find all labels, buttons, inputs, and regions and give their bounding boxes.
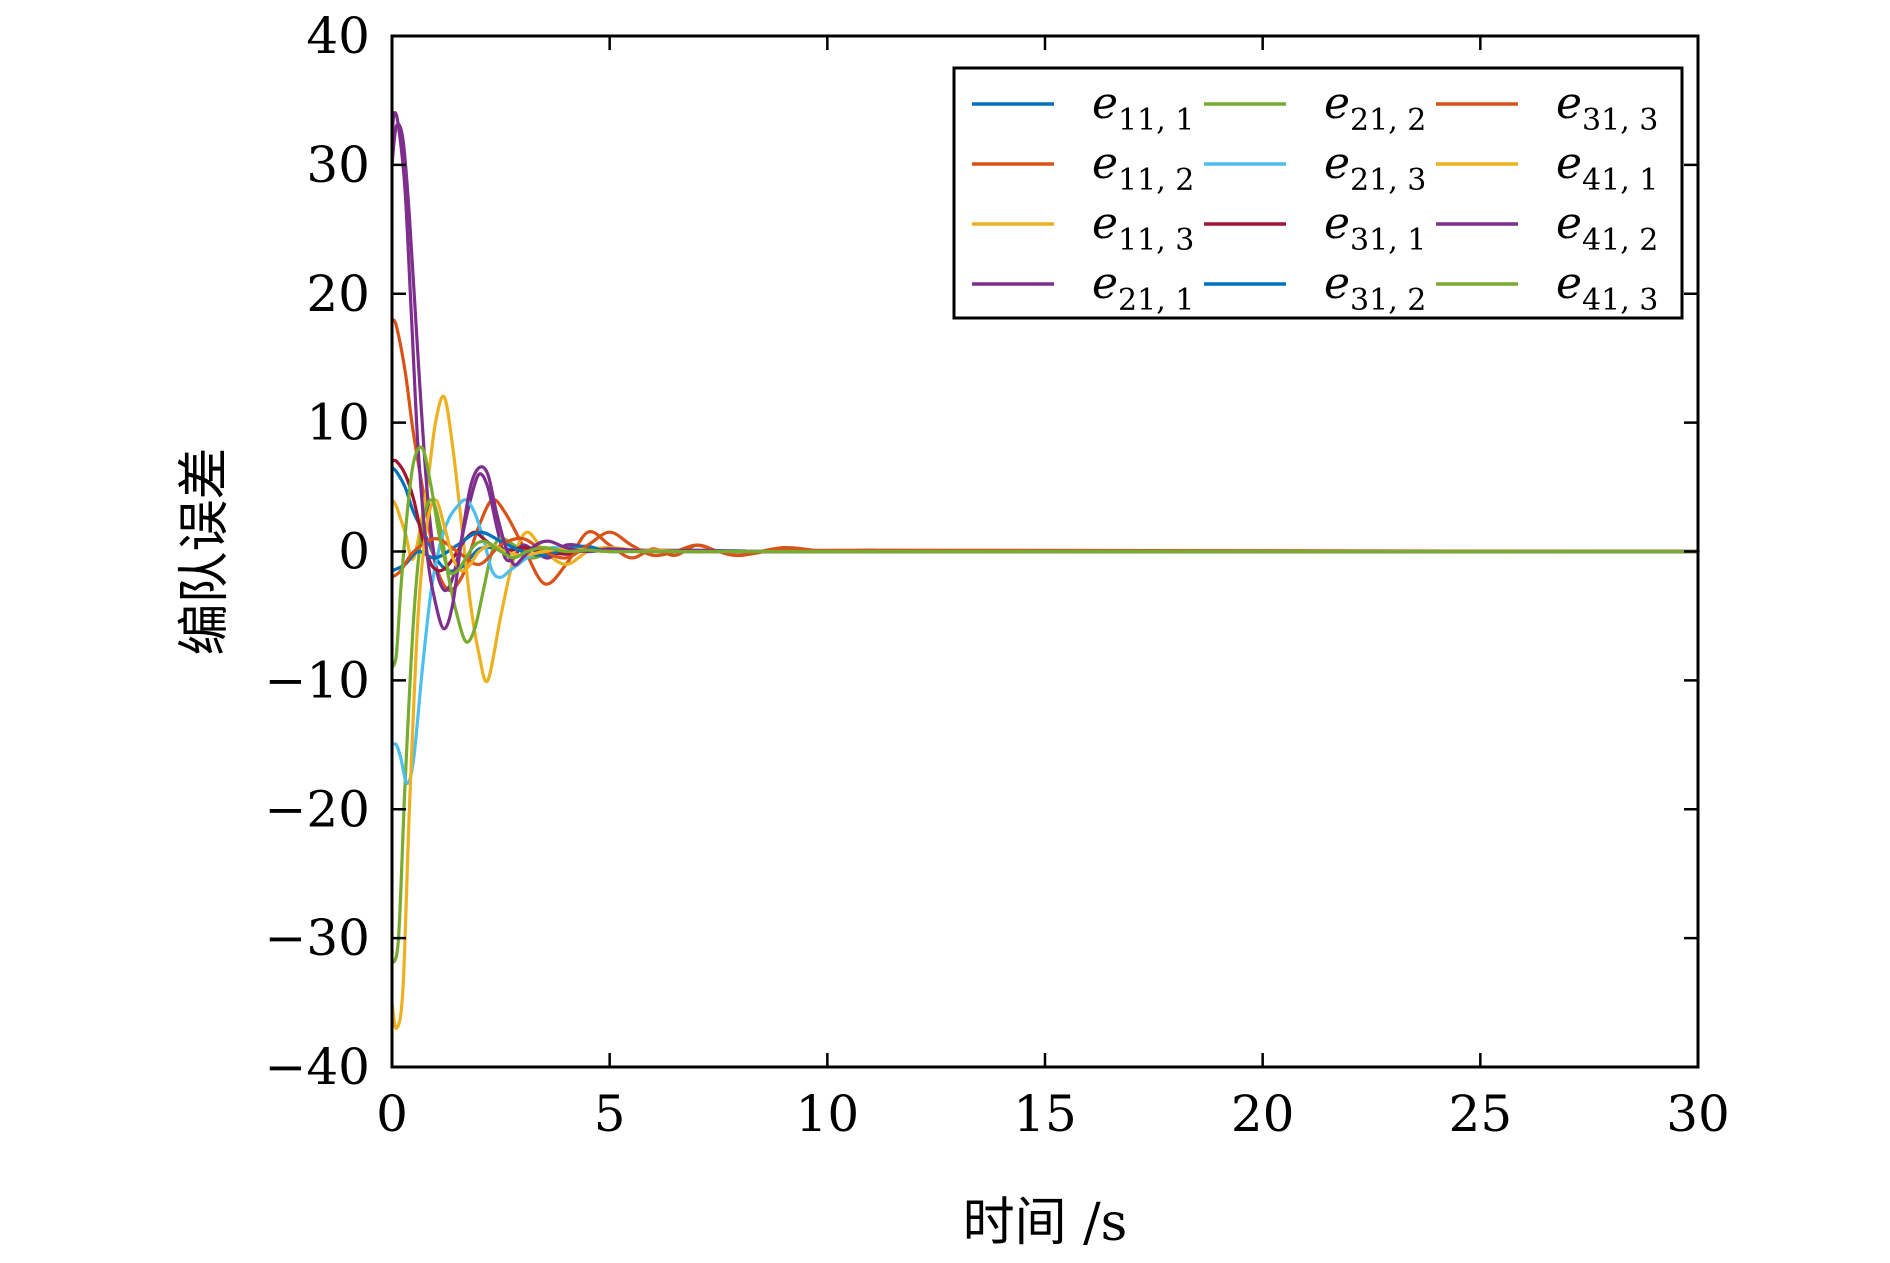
legend-entry: e21, 3 (1204, 138, 1426, 198)
legend-entry: e41, 3 (1436, 258, 1658, 318)
legend-entry: e31, 3 (1436, 78, 1658, 138)
legend-label-base: e (1092, 198, 1118, 249)
y-tick-label: 10 (306, 394, 370, 452)
legend-entry: e11, 2 (972, 138, 1194, 198)
x-axis-label: 时间 /s (963, 1193, 1128, 1253)
legend-label-base: e (1556, 78, 1582, 129)
legend-label-subscript: 21, 1 (1118, 283, 1194, 318)
legend-label: e21, 1 (1092, 258, 1194, 318)
legend-label-base: e (1092, 138, 1118, 189)
legend-entry: e21, 1 (972, 258, 1194, 318)
legend-label-subscript: 31, 1 (1350, 223, 1426, 258)
y-tick-label: −40 (264, 1038, 370, 1096)
y-tick-label: 30 (306, 136, 370, 194)
x-tick-label: 25 (1449, 1085, 1513, 1143)
series-layer (390, 111, 1700, 1030)
legend-label-subscript: 41, 1 (1582, 163, 1658, 198)
x-tick-label: 5 (594, 1085, 626, 1143)
legend-label-subscript: 21, 2 (1350, 103, 1426, 138)
legend-label-base: e (1556, 198, 1582, 249)
x-tick-label: 15 (1013, 1085, 1077, 1143)
legend-label: e31, 2 (1324, 258, 1426, 318)
legend-entry: e11, 1 (972, 78, 1194, 138)
legend-label-subscript: 41, 2 (1582, 223, 1658, 258)
legend-label: e21, 2 (1324, 78, 1426, 138)
legend-label-subscript: 31, 2 (1350, 283, 1426, 318)
legend-label: e21, 3 (1324, 138, 1426, 198)
y-tick-label: 20 (306, 265, 370, 323)
legend-entry: e11, 3 (972, 198, 1194, 258)
y-tick-label: −20 (264, 780, 370, 838)
legend-box (952, 66, 1684, 320)
x-tick-label: 0 (376, 1085, 408, 1143)
legend-entry: e21, 2 (1204, 78, 1426, 138)
legend-label: e31, 1 (1324, 198, 1426, 258)
legend-label: e41, 2 (1556, 198, 1658, 258)
legend-label-base: e (1092, 78, 1118, 129)
legend-entry: e41, 2 (1436, 198, 1658, 258)
legend-entry: e41, 1 (1436, 138, 1658, 198)
legend-label-base: e (1324, 78, 1350, 129)
legend-label-base: e (1556, 138, 1582, 189)
legend-label: e41, 1 (1556, 138, 1658, 198)
legend-entry: e31, 1 (1204, 198, 1426, 258)
legend-label-base: e (1324, 258, 1350, 309)
legend-label-base: e (1092, 258, 1118, 309)
legend-entry: e31, 2 (1204, 258, 1426, 318)
x-tick-label: 20 (1231, 1085, 1295, 1143)
legend-label: e11, 2 (1092, 138, 1194, 198)
legend-label-base: e (1324, 198, 1350, 249)
x-tick-label: 10 (796, 1085, 860, 1143)
legend-label-base: e (1556, 258, 1582, 309)
y-tick-label: −30 (264, 909, 370, 967)
legend-label: e41, 3 (1556, 258, 1658, 318)
y-tick-label: −10 (264, 651, 370, 709)
legend-label: e11, 1 (1092, 78, 1194, 138)
legend-label-base: e (1324, 138, 1350, 189)
legend-label-subscript: 11, 2 (1118, 163, 1194, 198)
legend-label-subscript: 21, 3 (1350, 163, 1426, 198)
legend-label: e11, 3 (1092, 198, 1194, 258)
series-line-413 (390, 445, 1700, 670)
x-tick-label: 30 (1666, 1085, 1730, 1143)
legend-label-subscript: 11, 3 (1118, 223, 1194, 258)
legend-label-subscript: 41, 3 (1582, 283, 1658, 318)
legend-label-subscript: 11, 1 (1118, 103, 1194, 138)
y-tick-label: 0 (338, 523, 370, 581)
legend-label-subscript: 31, 3 (1582, 103, 1658, 138)
legend-label: e31, 3 (1556, 78, 1658, 138)
axis-ticks: 0 5 10 15 20 25 30 40 30 20 10 0 −10 −20 −30 −40 (264, 7, 1729, 1143)
y-tick-label: 40 (306, 7, 370, 65)
y-axis-label: 编队误差 (175, 447, 235, 655)
